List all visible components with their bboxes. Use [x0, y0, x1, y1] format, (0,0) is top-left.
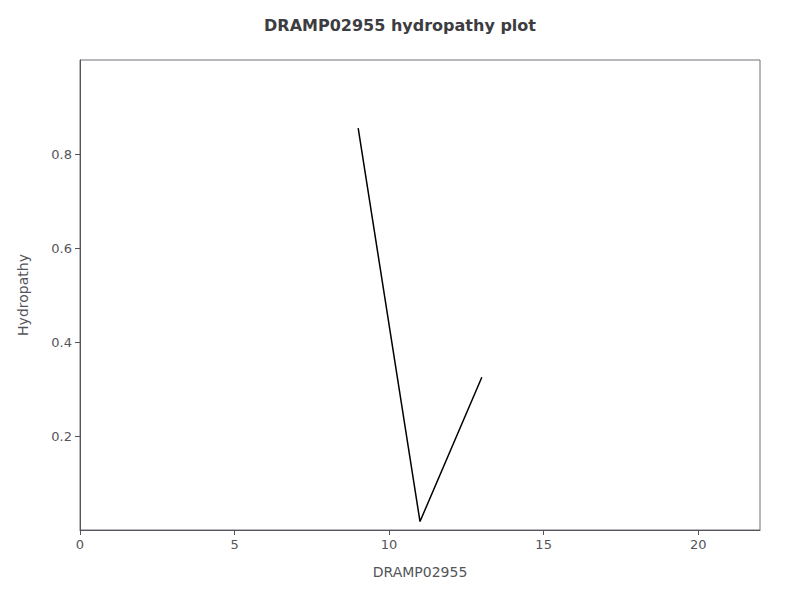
svg-text:0.2: 0.2 [51, 429, 72, 444]
svg-text:0.6: 0.6 [51, 241, 72, 256]
svg-text:20: 20 [690, 537, 707, 552]
svg-text:0: 0 [76, 537, 84, 552]
svg-text:10: 10 [381, 537, 398, 552]
svg-text:DRAMP02955 hydropathy plot: DRAMP02955 hydropathy plot [264, 16, 536, 35]
svg-text:DRAMP02955: DRAMP02955 [373, 564, 468, 580]
svg-text:5: 5 [230, 537, 238, 552]
svg-text:0.4: 0.4 [51, 335, 72, 350]
svg-text:15: 15 [535, 537, 552, 552]
svg-text:0.8: 0.8 [51, 147, 72, 162]
svg-text:Hydropathy: Hydropathy [15, 254, 31, 336]
